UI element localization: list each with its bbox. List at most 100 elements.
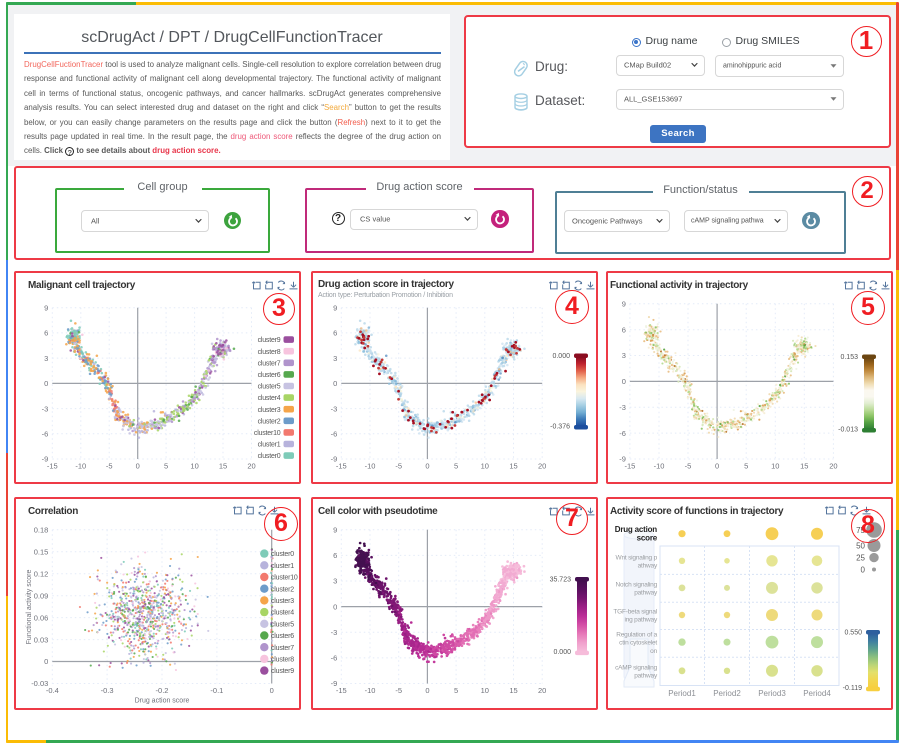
svg-text:-0.03: -0.03 <box>31 679 48 688</box>
svg-text:0.15: 0.15 <box>34 548 49 557</box>
svg-text:-3: -3 <box>331 404 338 413</box>
svg-text:0: 0 <box>425 686 429 695</box>
svg-text:cluster10: cluster10 <box>254 430 281 437</box>
svg-text:-9: -9 <box>331 455 338 464</box>
svg-text:6: 6 <box>333 329 337 338</box>
svg-text:-15: -15 <box>624 462 635 471</box>
svg-text:-0.119: -0.119 <box>843 685 862 692</box>
svg-text:cluster2: cluster2 <box>271 586 294 593</box>
svg-text:5: 5 <box>454 462 458 471</box>
svg-text:20: 20 <box>538 686 546 695</box>
svg-text:-9: -9 <box>331 679 338 688</box>
svg-text:10: 10 <box>481 686 489 695</box>
svg-text:cluster4: cluster4 <box>258 395 281 402</box>
svg-text:-0.2: -0.2 <box>156 686 169 695</box>
svg-text:35.723: 35.723 <box>550 577 572 584</box>
svg-text:-9: -9 <box>619 455 626 464</box>
svg-text:cluster4: cluster4 <box>271 610 294 617</box>
svg-text:cluster10: cluster10 <box>271 575 298 582</box>
svg-text:-15: -15 <box>47 462 58 471</box>
svg-text:5: 5 <box>454 686 458 695</box>
svg-text:Functional activity in traject: Functional activity in trajectory <box>610 280 749 291</box>
svg-text:athway: athway <box>638 563 658 570</box>
svg-text:-15: -15 <box>336 686 347 695</box>
svg-text:-15: -15 <box>336 462 347 471</box>
svg-text:Correlation: Correlation <box>28 506 78 517</box>
svg-text:0.03: 0.03 <box>34 635 49 644</box>
svg-text:-5: -5 <box>685 462 692 471</box>
svg-text:3: 3 <box>44 354 48 363</box>
svg-text:15: 15 <box>509 462 517 471</box>
svg-text:-3: -3 <box>619 403 626 412</box>
svg-text:15: 15 <box>219 462 227 471</box>
svg-text:5: 5 <box>164 462 168 471</box>
svg-text:cluster0: cluster0 <box>258 453 281 460</box>
svg-text:25: 25 <box>856 553 865 562</box>
svg-text:20: 20 <box>829 462 837 471</box>
svg-text:0.12: 0.12 <box>34 569 49 578</box>
svg-text:0: 0 <box>270 686 274 695</box>
svg-text:-5: -5 <box>106 462 113 471</box>
svg-text:15: 15 <box>800 462 808 471</box>
svg-text:-9: -9 <box>42 455 49 464</box>
svg-text:0: 0 <box>333 602 337 611</box>
svg-text:10: 10 <box>190 462 198 471</box>
svg-text:cluster7: cluster7 <box>258 360 281 367</box>
svg-text:0: 0 <box>622 377 626 386</box>
svg-text:-6: -6 <box>331 654 338 663</box>
svg-text:Wnt signaling p: Wnt signaling p <box>616 554 658 561</box>
svg-text:cluster1: cluster1 <box>258 442 281 449</box>
svg-text:cluster2: cluster2 <box>258 418 281 425</box>
svg-text:0.06: 0.06 <box>34 613 49 622</box>
svg-text:Drug action score: Drug action score <box>135 698 190 705</box>
svg-text:-3: -3 <box>42 404 49 413</box>
svg-text:-0.1: -0.1 <box>210 686 223 695</box>
svg-text:20: 20 <box>538 462 546 471</box>
svg-text:pathway: pathway <box>634 673 658 680</box>
svg-text:0: 0 <box>44 379 48 388</box>
svg-text:Period2: Period2 <box>713 689 741 698</box>
svg-text:Activity score of functions in: Activity score of functions in trajector… <box>610 506 784 517</box>
svg-text:6: 6 <box>44 329 48 338</box>
svg-text:Period3: Period3 <box>758 689 786 698</box>
svg-text:9: 9 <box>622 300 626 309</box>
svg-text:Drug action score in trajector: Drug action score in trajectory <box>318 279 454 290</box>
svg-text:-0.4: -0.4 <box>46 686 59 695</box>
svg-text:cluster8: cluster8 <box>271 657 294 664</box>
svg-text:-3: -3 <box>331 628 338 637</box>
svg-text:-6: -6 <box>331 430 338 439</box>
svg-text:-10: -10 <box>365 686 376 695</box>
svg-text:Period1: Period1 <box>668 689 696 698</box>
svg-text:ing pathway: ing pathway <box>625 617 658 624</box>
svg-text:0: 0 <box>715 462 719 471</box>
svg-text:3: 3 <box>333 577 337 586</box>
svg-text:pathway: pathway <box>634 590 658 597</box>
svg-text:Malignant cell trajectory: Malignant cell trajectory <box>28 280 136 291</box>
svg-text:0: 0 <box>333 379 337 388</box>
svg-text:0: 0 <box>136 462 140 471</box>
svg-text:9: 9 <box>333 303 337 312</box>
svg-text:5: 5 <box>744 462 748 471</box>
svg-text:-10: -10 <box>654 462 665 471</box>
svg-text:cluster9: cluster9 <box>258 337 281 344</box>
svg-text:9: 9 <box>333 526 337 535</box>
svg-text:Notch signaling: Notch signaling <box>616 581 658 588</box>
svg-text:cluster5: cluster5 <box>258 384 281 391</box>
svg-text:-5: -5 <box>395 686 402 695</box>
svg-text:cluster8: cluster8 <box>258 349 281 356</box>
svg-text:cluster6: cluster6 <box>258 372 281 379</box>
svg-text:0.000: 0.000 <box>553 649 571 656</box>
svg-text:-6: -6 <box>619 429 626 438</box>
svg-text:0: 0 <box>425 462 429 471</box>
svg-text:50: 50 <box>856 541 865 550</box>
svg-text:-0.376: -0.376 <box>550 424 570 431</box>
svg-text:cluster3: cluster3 <box>271 598 294 605</box>
svg-text:cluster0: cluster0 <box>271 551 294 558</box>
svg-text:cluster1: cluster1 <box>271 563 294 570</box>
svg-text:cluster5: cluster5 <box>271 621 294 628</box>
svg-text:-0.013: -0.013 <box>838 427 858 434</box>
svg-text:Action type: Perturbation Prom: Action type: Perturbation Promotion / In… <box>318 292 453 299</box>
svg-text:cluster7: cluster7 <box>271 645 294 652</box>
svg-text:ctin cytoskelet: ctin cytoskelet <box>619 640 657 647</box>
svg-text:Cell color with pseudotime: Cell color with pseudotime <box>318 506 438 517</box>
